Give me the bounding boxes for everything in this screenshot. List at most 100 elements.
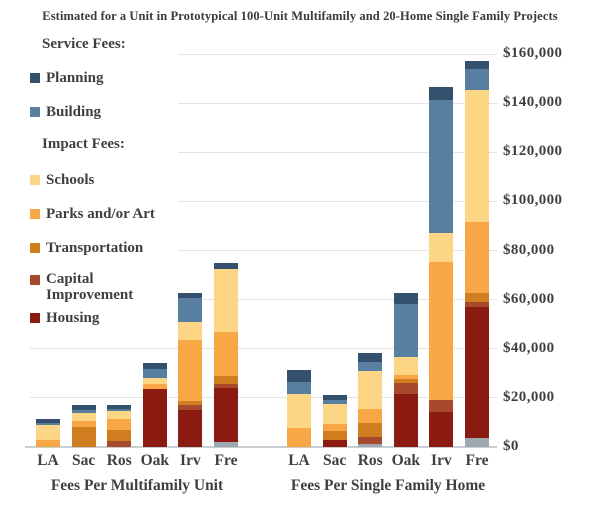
bar-segment-planning-Irv: [178, 292, 203, 298]
planning-swatch-icon: [30, 73, 40, 83]
bar-segment-parks-Fre: [465, 221, 489, 294]
x-tick-label-Oak: Oak: [391, 452, 421, 469]
gridline: [30, 397, 497, 399]
bar-segment-parks-Oak: [142, 383, 167, 390]
bar-segment-parks-Sac: [71, 421, 96, 428]
x-tick-label-Fre: Fre: [214, 452, 238, 469]
bar-segment-parks-LA: [287, 428, 311, 447]
bar-segment-transportation-Sac: [71, 427, 96, 447]
legend-header-service-fees: Service Fees:: [42, 36, 126, 52]
bar-segment-schools-Ros: [358, 371, 383, 409]
legend-item-transportation: Transportation: [30, 238, 143, 258]
bar-segment-other-Ros: [358, 443, 383, 447]
transportation-swatch-icon: [30, 243, 40, 253]
bar-segment-planning-LA: [36, 419, 60, 423]
legend-label-planning: Planning: [46, 70, 104, 86]
gridline: [178, 53, 497, 55]
bar-segment-building-Oak: [393, 303, 418, 358]
y-tick-label: $80,000: [503, 241, 555, 258]
y-tick-label: $140,000: [503, 94, 563, 111]
bar-segment-building-Irv: [178, 297, 203, 322]
bar-segment-building-LA: [287, 382, 311, 394]
bar-segment-planning-Ros: [358, 352, 383, 362]
group-label-multifamily: Fees Per Multifamily Unit: [50, 477, 224, 494]
x-axis-line: [25, 446, 497, 448]
bar-segment-transportation-Irv: [178, 401, 203, 405]
bar-segment-building-Sac: [71, 410, 96, 414]
bar-segment-building-Fre: [465, 69, 489, 90]
x-tick-label-Irv: Irv: [431, 452, 452, 469]
bar-segment-schools-Oak: [393, 357, 418, 376]
y-tick-label: $40,000: [503, 339, 555, 356]
bar-segment-planning-Sac: [71, 405, 96, 411]
bar-segment-schools-Fre: [214, 268, 238, 333]
legend-item-building: Building: [30, 102, 101, 122]
y-tick-label: $60,000: [503, 290, 555, 307]
schools-swatch-icon: [30, 175, 40, 185]
capital-improvement-swatch-icon: [30, 275, 40, 285]
y-tick-label: $120,000: [503, 143, 563, 160]
legend-label-transportation: Transportation: [46, 240, 144, 256]
gridline: [178, 250, 497, 251]
parks-swatch-icon: [30, 209, 40, 219]
bar-segment-capital_improvement-Irv: [178, 404, 203, 410]
bar-segment-planning-Irv: [429, 87, 454, 100]
x-tick-label-Ros: Ros: [357, 452, 383, 469]
y-tick-label: $160,000: [503, 45, 563, 61]
bar-segment-parks-Sac: [322, 424, 347, 431]
x-tick-label-LA: LA: [288, 452, 310, 469]
bar-segment-schools-Irv: [429, 233, 454, 262]
bar-segment-transportation-Sac: [322, 430, 347, 440]
bar-segment-other-Fre: [465, 438, 489, 447]
bar-segment-planning-Oak: [142, 362, 167, 370]
bar-segment-schools-Sac: [322, 404, 347, 425]
bar-segment-housing-Oak: [393, 393, 418, 447]
bar-segment-schools-LA: [287, 393, 311, 429]
bar-segment-housing-Oak: [142, 389, 167, 447]
legend-label-building: Building: [46, 104, 102, 120]
bar-segment-parks-Ros: [358, 408, 383, 423]
legend-item-planning: Planning: [30, 68, 104, 88]
housing-swatch-icon: [30, 313, 40, 323]
bar-segment-parks-LA: [36, 440, 60, 447]
bar-segment-housing-Fre: [465, 306, 489, 439]
x-tick-label-Sac: Sac: [322, 452, 347, 469]
bar-segment-schools-Sac: [71, 413, 96, 422]
group-label-single-family: Fees Per Single Family Home: [290, 477, 486, 494]
bar-segment-planning-LA: [287, 369, 311, 383]
legend-label-capital-improvement: Capital Improvement: [46, 271, 134, 303]
bar-segment-capital_improvement-Fre: [465, 301, 489, 307]
bar-segment-schools-Oak: [142, 377, 167, 384]
gridline: [178, 151, 497, 153]
bar-segment-housing-Irv: [178, 409, 203, 447]
bar-segment-parks-Irv: [178, 340, 203, 402]
bar-segment-schools-Ros: [107, 411, 132, 420]
gridline: [178, 200, 497, 202]
legend-item-parks: Parks and/or Art: [30, 204, 155, 224]
x-tick-label-LA: LA: [37, 452, 59, 469]
bar-segment-capital_improvement-Fre: [214, 383, 238, 389]
y-tick-label: $100,000: [503, 192, 563, 209]
bar-segment-housing-Fre: [214, 388, 238, 443]
bar-segment-transportation-Fre: [214, 376, 238, 384]
bar-segment-building-Ros: [107, 409, 132, 412]
x-tick-label-Ros: Ros: [106, 452, 132, 469]
legend-header-impact-fees: Impact Fees:: [42, 136, 125, 152]
bar-segment-other-Fre: [214, 442, 238, 447]
x-tick-label-Fre: Fre: [465, 452, 489, 469]
bar-segment-building-Ros: [358, 362, 383, 372]
gridline: [178, 299, 497, 301]
bar-segment-schools-Fre: [465, 89, 489, 222]
bar-segment-transportation-Oak: [393, 378, 418, 384]
bar-segment-capital_improvement-Ros: [107, 441, 132, 447]
bar-segment-building-Oak: [142, 369, 167, 378]
legend-label-schools: Schools: [46, 172, 95, 188]
bar-segment-capital_improvement-Ros: [358, 437, 383, 444]
bar-segment-building-LA: [36, 422, 60, 425]
bar-segment-planning-Oak: [393, 293, 418, 304]
legend-item-schools: Schools: [30, 170, 94, 190]
legend-label-housing: Housing: [46, 310, 100, 326]
legend: Service Fees: Planning Building Impact F…: [25, 32, 177, 332]
bar-segment-parks-Oak: [393, 375, 418, 379]
